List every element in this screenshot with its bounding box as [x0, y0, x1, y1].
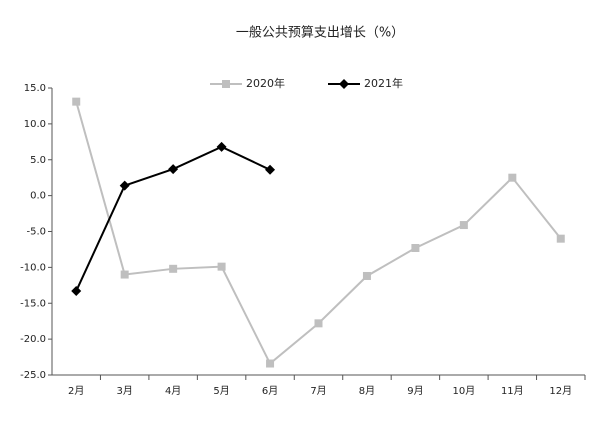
x-tick-label: 7月 [310, 385, 326, 397]
marker [169, 264, 178, 273]
y-tick-label: -5.0 [26, 227, 46, 238]
y-tick-label: 0.0 [30, 191, 46, 202]
marker [222, 80, 230, 88]
x-tick-label: 2月 [68, 385, 84, 397]
marker [265, 164, 276, 175]
marker [71, 286, 82, 297]
y-tick-label: 5.0 [30, 155, 46, 166]
x-tick-label: 6月 [262, 385, 278, 397]
marker [119, 180, 130, 191]
marker [314, 319, 323, 328]
x-tick-label: 5月 [213, 385, 229, 397]
marker [168, 164, 179, 175]
y-tick-label: 10.0 [24, 119, 46, 130]
x-tick-label: 8月 [359, 385, 375, 397]
marker [362, 271, 371, 280]
x-tick-label: 11月 [501, 385, 524, 397]
x-tick-label: 4月 [165, 385, 181, 397]
marker [216, 141, 227, 152]
legend-label: 2020年 [246, 76, 285, 90]
chart-title: 一般公共预算支出增长（%） [236, 25, 404, 41]
x-tick-label: 9月 [407, 385, 423, 397]
x-tick-label: 3月 [116, 385, 132, 397]
legend-label: 2021年 [364, 76, 403, 90]
marker [459, 221, 468, 230]
x-tick-label: 12月 [549, 385, 572, 397]
y-tick-label: 15.0 [24, 83, 46, 94]
marker [266, 359, 275, 368]
y-tick-label: -25.0 [20, 370, 46, 381]
marker [120, 270, 129, 279]
marker [217, 262, 226, 271]
marker [411, 244, 420, 253]
marker [508, 173, 517, 182]
marker [72, 97, 81, 106]
x-tick-label: 10月 [452, 385, 475, 397]
y-tick-label: -20.0 [20, 334, 46, 345]
y-tick-label: -15.0 [20, 298, 46, 309]
marker [339, 79, 349, 89]
y-tick-label: -10.0 [20, 262, 46, 273]
marker [556, 234, 565, 243]
